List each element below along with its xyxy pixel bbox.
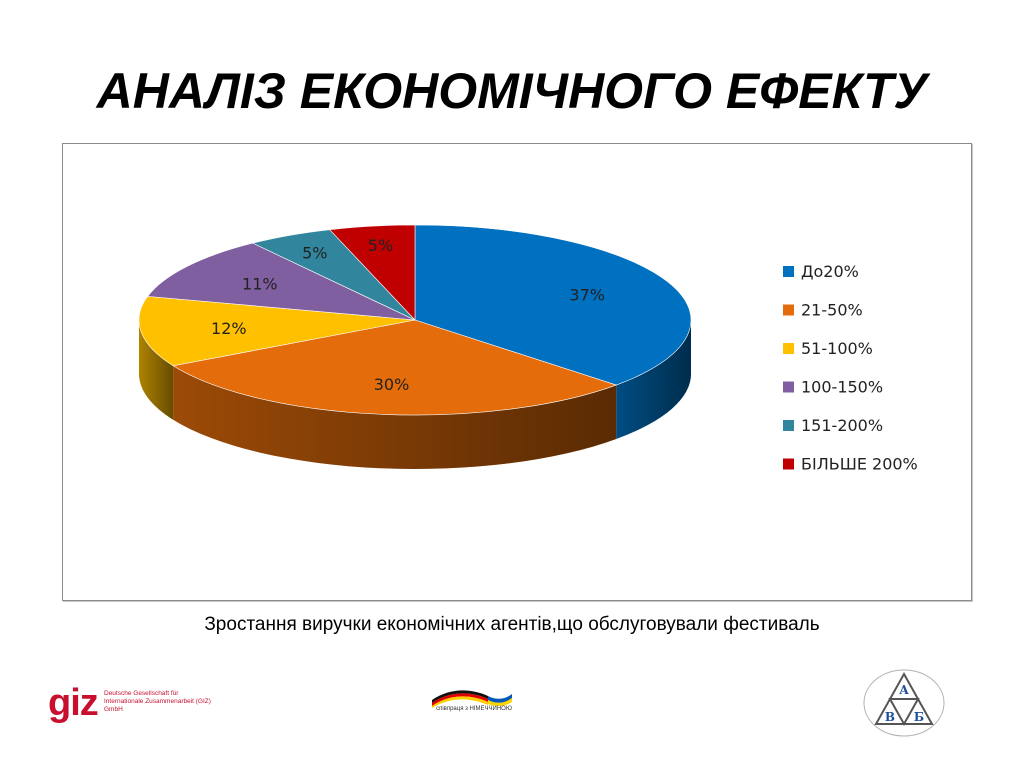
avb-letter-v: В xyxy=(885,710,895,724)
legend-swatch-1 xyxy=(783,266,794,277)
avb-letter-a: А xyxy=(899,683,909,697)
slide-caption: Зростання виручки економічних агентів,що… xyxy=(204,614,820,635)
legend-swatch-3 xyxy=(783,343,794,354)
avb-letter-b: Б xyxy=(914,710,924,724)
slice-2-side xyxy=(173,365,617,469)
slice-2-label: 30% xyxy=(374,375,410,394)
avb-emblem-icon: А В Б xyxy=(863,669,945,737)
slice-1-side xyxy=(616,320,691,440)
flag-wave-icon xyxy=(432,690,512,708)
slice-5-label: 5% xyxy=(302,243,327,262)
pie-labels: 37% 30% 12% 11% 5% 5% xyxy=(211,236,605,394)
legend-swatch-2 xyxy=(783,304,794,316)
legend-label-4: 100-150% xyxy=(801,378,883,397)
slice-1-top xyxy=(414,224,692,386)
slice-3-side xyxy=(139,320,174,420)
slice-6-top xyxy=(329,224,416,321)
legend-swatch-5 xyxy=(783,420,794,431)
legend-label-3: 51-100% xyxy=(801,339,873,358)
legend-label-6: БІЛЬШЕ 200% xyxy=(801,455,918,474)
cooperation-logo: співпраця з НІМЕЧЧИНОЮ xyxy=(430,688,514,724)
legend-label-1: До20% xyxy=(801,262,859,281)
chart-legend: До20% 21-50% 51-100% 100-150% 151-200% БІЛЬШЕ… xyxy=(783,262,918,474)
slice-4-top xyxy=(147,242,416,321)
slice-3-top xyxy=(138,296,416,367)
cooperation-text: співпраця з НІМЕЧЧИНОЮ xyxy=(436,706,512,712)
slice-2-top xyxy=(172,319,618,416)
legend-swatch-4 xyxy=(783,381,794,393)
legend-swatch-6 xyxy=(783,458,794,470)
slice-6-label: 5% xyxy=(368,236,393,255)
slide-title: АНАЛІЗ ЕКОНОМІЧНОГО ЕФЕКТУ xyxy=(96,63,928,119)
slice-2-side-shade xyxy=(173,365,617,469)
chart-frame: 37% 30% 12% 11% 5% 5% До20% 21-50% 51-100% 100-1… xyxy=(62,143,972,601)
slice-3-side-shade xyxy=(139,320,174,420)
slice-3-label: 12% xyxy=(211,319,247,338)
slice-1-label: 37% xyxy=(569,285,605,304)
pie-chart: 37% 30% 12% 11% 5% 5% До20% 21-50% 51-100% 100-1… xyxy=(138,224,918,474)
giz-wordmark: giz xyxy=(48,682,99,724)
slice-4-label: 11% xyxy=(242,275,278,294)
giz-subtitle: Deutsche Gesellschaft für Internationale… xyxy=(104,690,211,713)
pie-sides xyxy=(139,320,691,469)
pie-tops xyxy=(138,224,692,416)
slice-1-side-shade xyxy=(616,320,691,440)
legend-label-2: 21-50% xyxy=(801,301,863,320)
giz-logo: giz Deutsche Gesellschaft für Internatio… xyxy=(48,682,211,726)
avb-logo: А В Б xyxy=(862,668,946,738)
legend-label-5: 151-200% xyxy=(801,416,883,435)
